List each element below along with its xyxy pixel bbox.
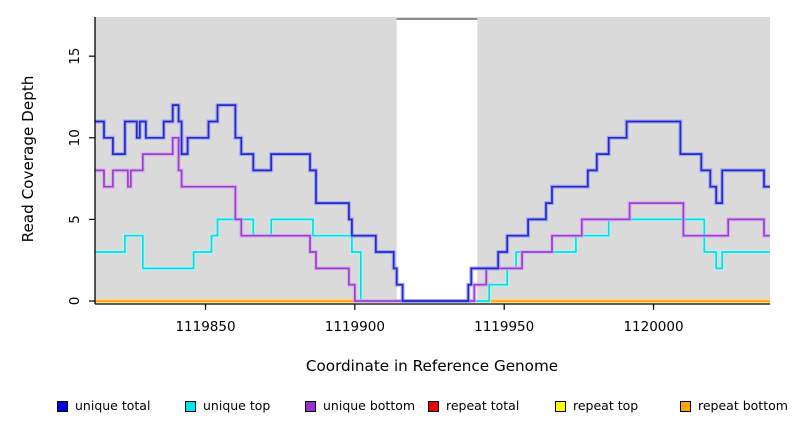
legend-item-repeat-bottom: repeat bottom	[680, 398, 788, 414]
x-axis-title: Coordinate in Reference Genome	[306, 357, 558, 375]
legend-item-repeat-top: repeat top	[555, 398, 638, 414]
y-tick-label: 10	[67, 129, 83, 146]
series-line-unique-total	[95, 104, 770, 302]
series-lines	[95, 103, 770, 303]
legend-item-repeat-total: repeat total	[428, 398, 519, 414]
legend-label: repeat bottom	[698, 398, 788, 413]
x-tick-label: 1119950	[474, 319, 534, 335]
x-tick-label: 1119850	[175, 319, 235, 335]
legend-item-unique-bottom: unique bottom	[305, 398, 415, 414]
repeat-top-swatch-icon	[555, 400, 566, 412]
x-tick-label: 1120000	[623, 319, 683, 335]
axes: 1119850 1119900 1119950 1120000 0 5 10 15	[67, 17, 770, 335]
legend-label: unique top	[203, 398, 271, 413]
x-tick-label: 1119900	[325, 319, 385, 335]
repeat-total-swatch-icon	[428, 400, 439, 412]
coverage-gap-band	[396, 19, 478, 303]
legend-label: unique total	[75, 398, 151, 413]
legend-label: repeat total	[446, 398, 520, 413]
plot-background	[95, 17, 770, 303]
y-axis-title: Read Coverage Depth	[19, 76, 37, 243]
legend-item-unique-total: unique total	[57, 398, 150, 414]
coverage-gap-top-border	[396, 18, 478, 20]
y-tick-label: 15	[67, 48, 83, 65]
legend-item-unique-top: unique top	[185, 398, 270, 414]
legend-label: repeat top	[573, 398, 639, 413]
series-line-unique-top	[95, 218, 770, 302]
series-line-unique-bottom	[95, 136, 770, 302]
legend-label: unique bottom	[323, 398, 416, 413]
unique-top-swatch-icon	[185, 400, 196, 412]
unique-bottom-swatch-icon	[305, 400, 316, 412]
y-tick-label: 0	[67, 297, 83, 306]
chart-legend: unique total unique top unique bottom re…	[0, 398, 792, 416]
unique-total-swatch-icon	[57, 400, 68, 412]
repeat-bottom-swatch-icon	[680, 400, 691, 412]
y-tick-label: 5	[67, 215, 83, 224]
